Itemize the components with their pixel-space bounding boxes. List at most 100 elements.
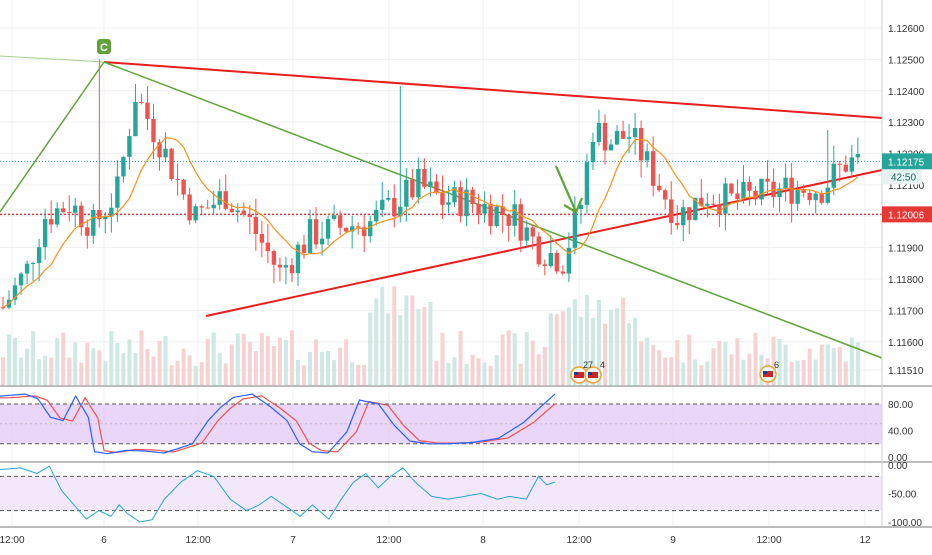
volume-bar bbox=[49, 357, 54, 385]
green-rising-trendline[interactable] bbox=[0, 61, 105, 213]
volume-bar bbox=[693, 359, 698, 385]
candle-body bbox=[235, 210, 240, 213]
candle-body bbox=[795, 189, 800, 204]
candle-body bbox=[410, 179, 415, 198]
forecast-arrow-head[interactable] bbox=[563, 197, 584, 214]
candle-body bbox=[368, 221, 373, 237]
candle-body bbox=[458, 187, 463, 217]
candle-body bbox=[675, 222, 680, 226]
candle-body bbox=[241, 210, 246, 215]
candle-body bbox=[12, 285, 18, 300]
volume-bar bbox=[741, 359, 746, 385]
volume-bar bbox=[295, 359, 300, 385]
trendlines[interactable] bbox=[0, 55, 883, 359]
candle-body bbox=[488, 203, 493, 226]
candle-body bbox=[747, 181, 752, 191]
resistance-trendline[interactable] bbox=[103, 61, 883, 119]
price-tick-label: 1.11600 bbox=[888, 338, 924, 349]
candle-body bbox=[404, 179, 409, 207]
candle-body bbox=[355, 226, 361, 228]
candle-body bbox=[759, 178, 764, 200]
volume-bar bbox=[73, 342, 78, 385]
candle-body bbox=[446, 202, 451, 205]
candle-body bbox=[554, 252, 560, 272]
candle-body bbox=[572, 209, 578, 248]
last-price-label: 1.12175 bbox=[888, 157, 925, 168]
volume-bar bbox=[19, 357, 24, 385]
candle-body bbox=[127, 136, 132, 157]
countdown-label: 42:50 bbox=[891, 172, 916, 183]
candle-body bbox=[669, 199, 674, 223]
green-diagonal-trendline[interactable] bbox=[103, 61, 883, 359]
candle-body bbox=[283, 265, 289, 268]
candle-body bbox=[542, 264, 547, 267]
volume-bars bbox=[1, 286, 860, 385]
volume-bar bbox=[675, 339, 680, 385]
level-label: 1.12006 bbox=[888, 210, 925, 221]
marker-c-badge[interactable] bbox=[97, 39, 111, 54]
volume-bar bbox=[392, 286, 397, 385]
candle-body bbox=[753, 190, 758, 200]
volume-bar bbox=[97, 350, 102, 385]
candle-body bbox=[398, 206, 403, 217]
candle-body bbox=[687, 207, 692, 221]
support-trendline[interactable] bbox=[205, 169, 883, 317]
volume-bar bbox=[380, 286, 385, 385]
candle-body bbox=[380, 199, 385, 210]
price-tick-label: 1.11800 bbox=[888, 275, 924, 286]
candle-body bbox=[807, 192, 812, 201]
volume-bar bbox=[37, 359, 42, 385]
stochastic-tick-label: 80.00 bbox=[888, 400, 913, 411]
volume-bar bbox=[283, 340, 288, 385]
candle-body bbox=[783, 177, 788, 189]
candle-body bbox=[337, 215, 343, 228]
candle-body bbox=[187, 194, 192, 221]
candle-body bbox=[211, 204, 216, 209]
candle-body bbox=[277, 264, 283, 268]
annotations[interactable]: C 27 4 6 bbox=[97, 39, 779, 384]
candle-body bbox=[632, 128, 638, 138]
event-icon-flag bbox=[574, 372, 584, 378]
candle-body bbox=[115, 176, 120, 208]
volume-bar bbox=[199, 362, 204, 385]
volume-bar bbox=[554, 314, 559, 385]
volume-bar bbox=[470, 354, 475, 385]
volume-bar bbox=[506, 330, 511, 385]
candle-body bbox=[705, 203, 710, 206]
volume-bar bbox=[61, 332, 66, 385]
volume-bar bbox=[43, 355, 48, 385]
price-tick-label: 1.12400 bbox=[888, 87, 925, 98]
candle-body bbox=[729, 183, 734, 194]
volume-bar bbox=[603, 323, 607, 385]
candle-body bbox=[24, 263, 30, 274]
level-badge bbox=[882, 206, 932, 223]
green-faint-trendline[interactable] bbox=[0, 55, 105, 63]
candle-body bbox=[151, 118, 156, 143]
volume-bar bbox=[25, 348, 30, 385]
candle-body bbox=[54, 208, 60, 225]
volume-bar bbox=[596, 299, 601, 385]
candle-body bbox=[584, 162, 590, 205]
candle-body bbox=[644, 151, 650, 161]
williams-tick-label: 0.00 bbox=[888, 461, 908, 472]
last-price-badge bbox=[882, 153, 932, 170]
candle-body bbox=[422, 168, 427, 187]
volume-bar bbox=[855, 342, 860, 385]
volume-bar bbox=[326, 350, 331, 385]
candle-body bbox=[494, 206, 499, 226]
forecast-arrow-shaft[interactable] bbox=[554, 165, 578, 213]
volume-bar bbox=[476, 358, 481, 385]
volume-bar bbox=[807, 348, 812, 385]
volume-bar bbox=[440, 332, 445, 385]
candle-body bbox=[464, 189, 469, 217]
candle-body bbox=[813, 193, 818, 201]
volume-bar bbox=[416, 308, 421, 385]
candle-body bbox=[85, 227, 90, 236]
candle-body bbox=[831, 163, 836, 188]
candle-body bbox=[578, 204, 584, 210]
volume-bar bbox=[645, 337, 650, 385]
volume-bar bbox=[578, 316, 583, 385]
volume-bar bbox=[458, 330, 463, 385]
